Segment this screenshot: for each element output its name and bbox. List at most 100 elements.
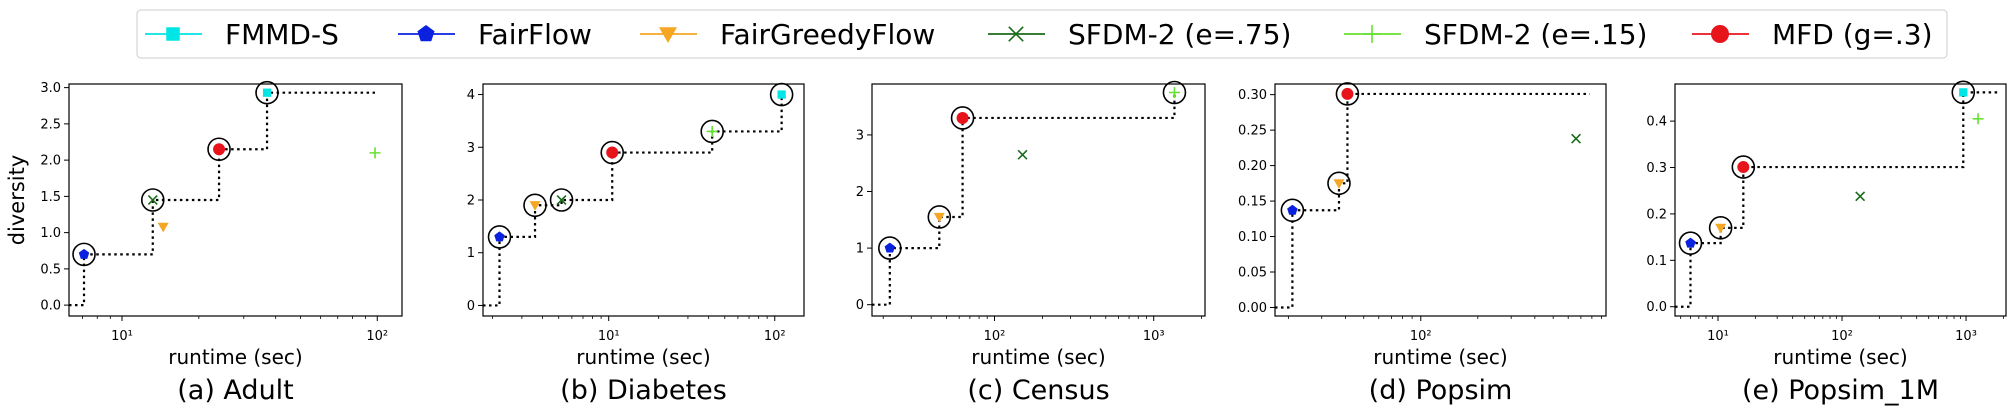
y-tick-label: 0.3 (1646, 161, 1667, 176)
y-axis-label: diversity (5, 155, 29, 246)
x-tick-label: 10² (366, 329, 388, 344)
y-tick-label: 0.4 (1646, 115, 1667, 130)
subplot-c-census: 0 1 2 3 10² 10³ runtime (sec) (c) Census (856, 80, 1206, 406)
square-icon (166, 27, 180, 41)
pareto-step-line (483, 94, 783, 307)
point-fairgreedyflow (933, 212, 945, 223)
x-tick-label: 10³ (1143, 329, 1165, 344)
pareto-ring (600, 140, 625, 165)
x-tick-label: 10² (764, 329, 786, 344)
pareto-step-line (872, 92, 1176, 306)
y-tick-label: 0.25 (1238, 124, 1267, 139)
point-fairflow (1287, 204, 1298, 215)
subplot-caption: (a) Adult (177, 375, 294, 406)
subplot-b-diabetes: 0 1 2 3 4 10¹ 10² runtime (sec) (b) Diabetes (467, 82, 805, 406)
y-tick-label: 0.0 (40, 299, 61, 314)
y-tick-label: 0.20 (1238, 159, 1267, 174)
y-tick-label: 0 (856, 298, 864, 313)
axes-frame (1674, 83, 2007, 317)
y-tick-label: 0.15 (1238, 195, 1267, 210)
pareto-ring (1731, 155, 1756, 179)
point-sfdm-2-e-15 (369, 147, 381, 159)
legend-label: FairFlow (478, 18, 592, 51)
pareto-ring (950, 106, 975, 130)
legend-entry-sfdm-2-e-75: SFDM-2 (e=.75) (988, 18, 1291, 51)
legend-label: FairGreedyFlow (720, 18, 935, 51)
point-sfdm-2-e-15 (1972, 113, 1984, 125)
circle-icon (1711, 25, 1729, 43)
y-tick-label: 0.5 (40, 262, 61, 277)
y-tick-label: 0.2 (1646, 207, 1667, 222)
point-sfdm-2-e-15 (1168, 86, 1180, 98)
x-tick-label: 10¹ (1707, 329, 1729, 344)
point-sfdm-2-e-75 (147, 195, 158, 205)
point-fairgreedyflow (529, 201, 541, 211)
x-axis-label: runtime (sec) (1373, 345, 1507, 369)
pareto-ring (1335, 82, 1360, 106)
y-tick-label: 0.1 (1646, 254, 1667, 269)
pareto-ring (1162, 80, 1187, 105)
pareto-ring (72, 242, 96, 267)
x-tick-label: 10³ (1955, 329, 1977, 344)
x-tick-label: 10¹ (598, 329, 620, 344)
subplot-caption: (d) Popsim (1369, 375, 1513, 406)
y-tick-label: 0.10 (1238, 230, 1267, 245)
point-fairgreedyflow (157, 222, 169, 233)
pareto-ring (1708, 216, 1733, 240)
point-sfdm-2-e-75 (556, 195, 567, 205)
pareto-step-line (1275, 92, 1590, 309)
y-tick-label: 3 (467, 141, 475, 156)
x-axis-label: runtime (sec) (1773, 345, 1907, 369)
y-tick-label: 2 (856, 185, 864, 200)
pareto-ring (700, 119, 724, 144)
x-icon (1008, 26, 1024, 42)
legend-label: SFDM-2 (e=.75) (1068, 18, 1291, 51)
legend-label: FMMD-S (225, 18, 339, 51)
pareto-ring (1678, 231, 1703, 255)
axes-frame (871, 83, 1206, 317)
y-tick-label: 3.0 (40, 81, 61, 96)
point-fairflow (494, 231, 505, 242)
point-fmmd-s (262, 88, 272, 97)
pareto-ring (878, 236, 902, 260)
y-tick-label: 3 (856, 128, 864, 143)
subplot-e-popsim-1m: 0.0 0.1 0.2 0.3 0.4 10¹ 10² 10³ runtime (sec) (e)… (1646, 80, 2007, 406)
point-mfd-g-3 (1341, 87, 1354, 100)
y-tick-label: 1 (467, 246, 475, 261)
point-mfd-g-3 (1737, 161, 1750, 174)
pareto-step-line (69, 91, 376, 307)
x-axis-label: runtime (sec) (576, 345, 710, 369)
y-tick-label: 1 (856, 242, 864, 257)
point-fairflow (1685, 237, 1696, 248)
pareto-ring (549, 188, 574, 212)
y-tick-label: 0.05 (1238, 266, 1267, 281)
legend-label: MFD (g=.3) (1772, 18, 1933, 51)
point-mfd-g-3 (213, 143, 226, 156)
point-fmmd-s (777, 90, 786, 99)
y-tick-label: 2 (467, 194, 475, 209)
point-sfdm-2-e-75 (1571, 133, 1581, 144)
legend-label: SFDM-2 (e=.15) (1424, 18, 1647, 51)
legend-entry-fairgreedyflow: FairGreedyFlow (640, 18, 935, 51)
point-sfdm-2-e-75 (1855, 191, 1866, 202)
plus-icon (1363, 25, 1381, 43)
y-tick-label: 1.0 (40, 226, 61, 241)
pareto-ring (487, 225, 512, 249)
y-tick-label: 0.00 (1238, 301, 1267, 316)
point-fmmd-s (1959, 88, 1968, 97)
pareto-ring (523, 193, 547, 218)
x-axis-label: runtime (sec) (971, 345, 1105, 369)
pareto-ring (140, 188, 165, 212)
x-axis-label: runtime (sec) (168, 345, 302, 369)
axes-frame (1274, 83, 1607, 317)
legend-entry-mfd-g-3: MFD (g=.3) (1692, 18, 1933, 51)
point-sfdm-2-e-15 (706, 125, 718, 137)
triangle-down-icon (659, 27, 677, 43)
point-mfd-g-3 (956, 111, 969, 124)
point-fairflow (78, 248, 90, 259)
subplot-caption: (b) Diabetes (560, 375, 727, 406)
x-tick-label: 10² (1410, 329, 1432, 344)
pareto-ring (255, 80, 279, 105)
